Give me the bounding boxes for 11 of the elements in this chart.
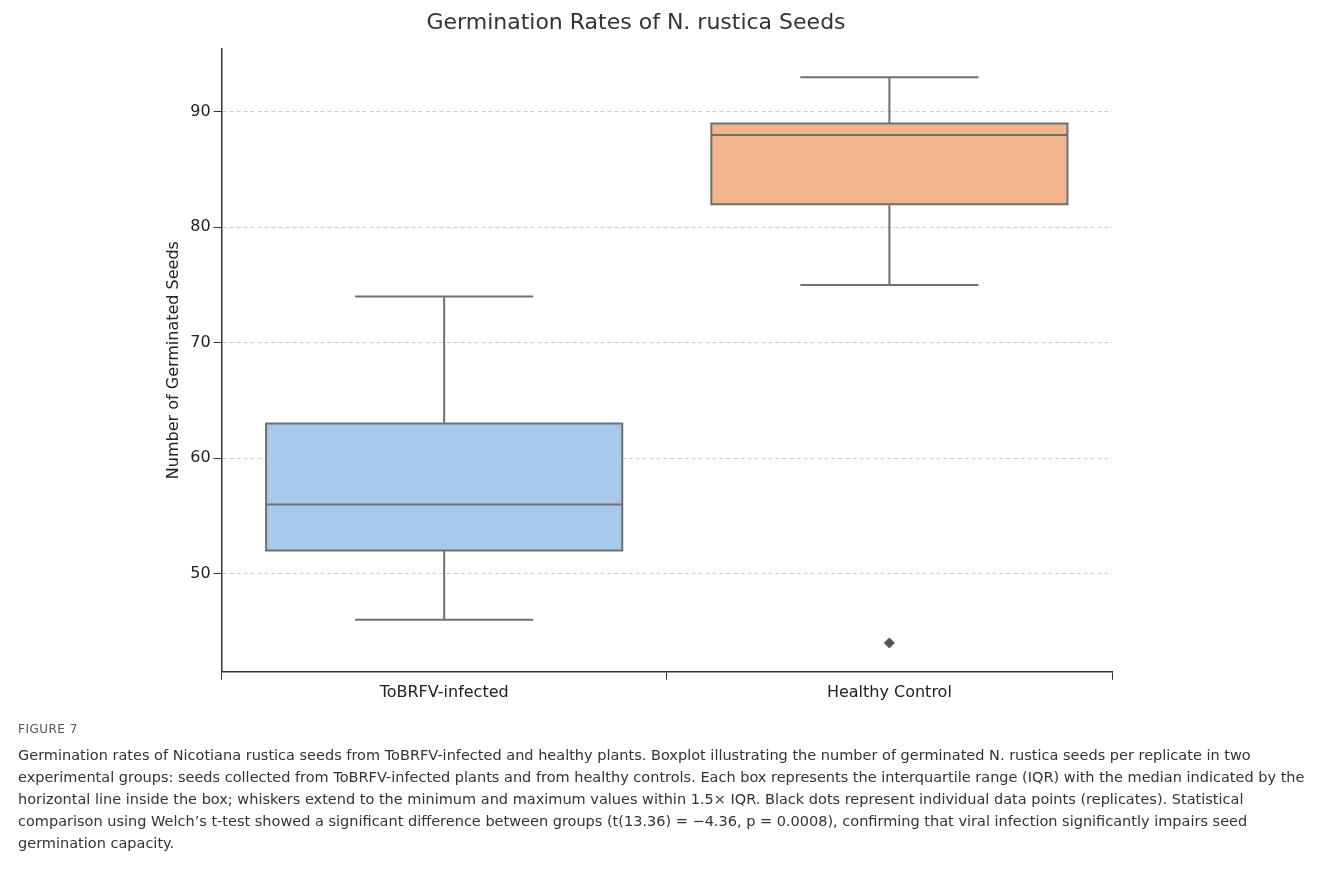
y-tick-label: 60	[190, 447, 211, 467]
x-tick-label: ToBRFV-infected	[378, 681, 509, 701]
chart-title: Germination Rates of N. rustica Seeds	[426, 8, 846, 34]
y-tick-label: 90	[190, 101, 211, 121]
y-tick-label: 70	[190, 331, 211, 351]
y-tick-label: 80	[190, 216, 211, 236]
text: Germination rates of Nicotiana rustica seeds from ToBRFV-infected and healthy plants. Boxplot illustrating the number of germinated N. rustica seeds per replicate in two experimental groups: seeds collected from ToBRFV-infected plants and from healthy controls. Each box represents the interquartile range (IQR) with the median indicated by the horizontal line inside the box; whiskers extend to the minimum and maximum values within 1.5× IQR. Black dots represent individual data points (replicates). Statistical comparison using Welch’s t-test showed a significant difference between groups (t(13.36) = −4.36, p = 0.0008), confirming that viral infection significantly impairs seed germination capacity.	[18, 746, 1306, 853]
x-tick-label: Healthy Control	[826, 681, 952, 701]
caption: FIGURE 7	[18, 721, 79, 738]
y-tick-label: 50	[190, 562, 211, 582]
y-axis-title: Number of Germinated Seeds	[162, 241, 182, 480]
